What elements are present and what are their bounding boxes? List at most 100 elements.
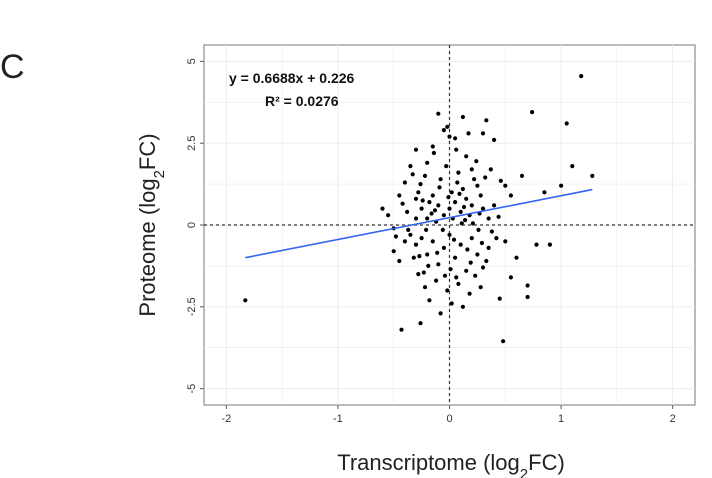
data-point bbox=[525, 294, 530, 300]
data-point bbox=[436, 262, 441, 267]
x-axis-ticks: -2 -1 0 1 2 bbox=[221, 405, 676, 425]
data-point bbox=[479, 240, 484, 246]
data-point bbox=[590, 173, 595, 178]
data-point bbox=[380, 206, 385, 211]
data-point bbox=[501, 339, 506, 344]
data-point bbox=[413, 242, 419, 247]
data-point bbox=[447, 134, 452, 139]
data-point bbox=[494, 236, 499, 241]
data-point bbox=[437, 185, 442, 190]
data-point bbox=[458, 209, 463, 214]
data-point bbox=[453, 136, 458, 141]
data-point bbox=[402, 180, 407, 185]
data-point bbox=[488, 167, 493, 172]
data-point bbox=[419, 206, 424, 211]
data-point bbox=[496, 214, 501, 219]
y-tick-label: 2.5 bbox=[186, 136, 198, 151]
data-point bbox=[465, 247, 470, 252]
data-point bbox=[470, 221, 475, 226]
data-point bbox=[447, 232, 452, 237]
data-point bbox=[503, 183, 508, 188]
x-tick-label: 2 bbox=[670, 413, 676, 425]
data-point bbox=[497, 296, 502, 301]
data-point bbox=[480, 206, 486, 211]
data-point bbox=[449, 190, 454, 195]
data-point bbox=[442, 273, 448, 278]
data-point bbox=[451, 237, 457, 242]
data-point bbox=[463, 218, 468, 223]
data-point bbox=[478, 193, 483, 198]
data-point bbox=[399, 327, 404, 332]
data-point bbox=[570, 164, 575, 169]
y-axis-ticks: -5 -2.5 0 2.5 5 bbox=[186, 58, 204, 394]
data-point bbox=[393, 234, 398, 239]
data-point bbox=[466, 131, 471, 136]
x-tick-label: -2 bbox=[221, 413, 231, 425]
regression-r-squared: R² = 0.0276 bbox=[265, 93, 339, 109]
data-point bbox=[489, 229, 494, 234]
x-axis-title: Transcriptome (log2FC) bbox=[337, 450, 565, 478]
data-point bbox=[559, 183, 564, 188]
data-point bbox=[418, 182, 423, 187]
data-point bbox=[456, 281, 461, 286]
data-point bbox=[425, 216, 430, 221]
data-point bbox=[429, 211, 434, 216]
data-point bbox=[243, 298, 248, 303]
x-tick-label: 1 bbox=[558, 413, 564, 425]
data-point bbox=[547, 242, 553, 247]
data-point bbox=[417, 254, 422, 259]
data-point bbox=[449, 301, 454, 306]
data-point bbox=[486, 216, 491, 221]
data-point bbox=[464, 268, 469, 273]
data-point bbox=[467, 291, 472, 296]
data-point bbox=[480, 131, 486, 136]
data-point bbox=[534, 242, 539, 247]
data-point bbox=[461, 204, 467, 210]
data-point bbox=[445, 124, 450, 129]
panel-label: C bbox=[0, 48, 25, 86]
data-point bbox=[416, 190, 421, 195]
x-tick-label: -1 bbox=[333, 413, 343, 425]
data-point bbox=[425, 160, 430, 165]
data-point bbox=[579, 74, 584, 79]
data-point bbox=[514, 255, 519, 260]
data-point bbox=[525, 283, 530, 288]
data-point bbox=[484, 118, 489, 123]
data-point bbox=[483, 175, 488, 180]
data-point bbox=[426, 263, 431, 268]
data-point bbox=[430, 239, 435, 244]
data-point bbox=[530, 110, 535, 115]
y-axis-title: Proteome (log2FC) bbox=[135, 133, 168, 316]
data-point bbox=[419, 236, 424, 241]
data-point bbox=[413, 216, 419, 221]
data-point bbox=[430, 193, 435, 198]
data-point bbox=[405, 209, 410, 214]
data-point bbox=[474, 159, 479, 164]
data-point bbox=[420, 198, 425, 203]
data-point bbox=[519, 173, 525, 178]
data-point bbox=[478, 285, 483, 290]
data-point bbox=[492, 137, 497, 142]
data-point bbox=[418, 321, 423, 326]
data-point bbox=[453, 200, 458, 205]
data-point bbox=[459, 221, 464, 226]
data-point bbox=[460, 114, 465, 120]
data-point bbox=[444, 164, 449, 169]
data-point bbox=[413, 147, 419, 152]
data-point bbox=[408, 164, 413, 169]
data-point bbox=[408, 232, 413, 237]
data-point bbox=[422, 173, 428, 178]
data-point bbox=[422, 285, 428, 290]
data-point bbox=[464, 196, 469, 201]
data-point bbox=[440, 227, 445, 232]
reference-lines bbox=[204, 45, 695, 405]
regression-equation: y = 0.6688x + 0.226 bbox=[229, 70, 355, 86]
data-point bbox=[447, 206, 452, 211]
data-point bbox=[441, 213, 446, 218]
data-point bbox=[476, 227, 481, 232]
data-point bbox=[460, 304, 465, 309]
data-point bbox=[411, 255, 416, 260]
data-point bbox=[448, 267, 453, 272]
data-point bbox=[397, 258, 402, 264]
data-point bbox=[475, 183, 480, 188]
